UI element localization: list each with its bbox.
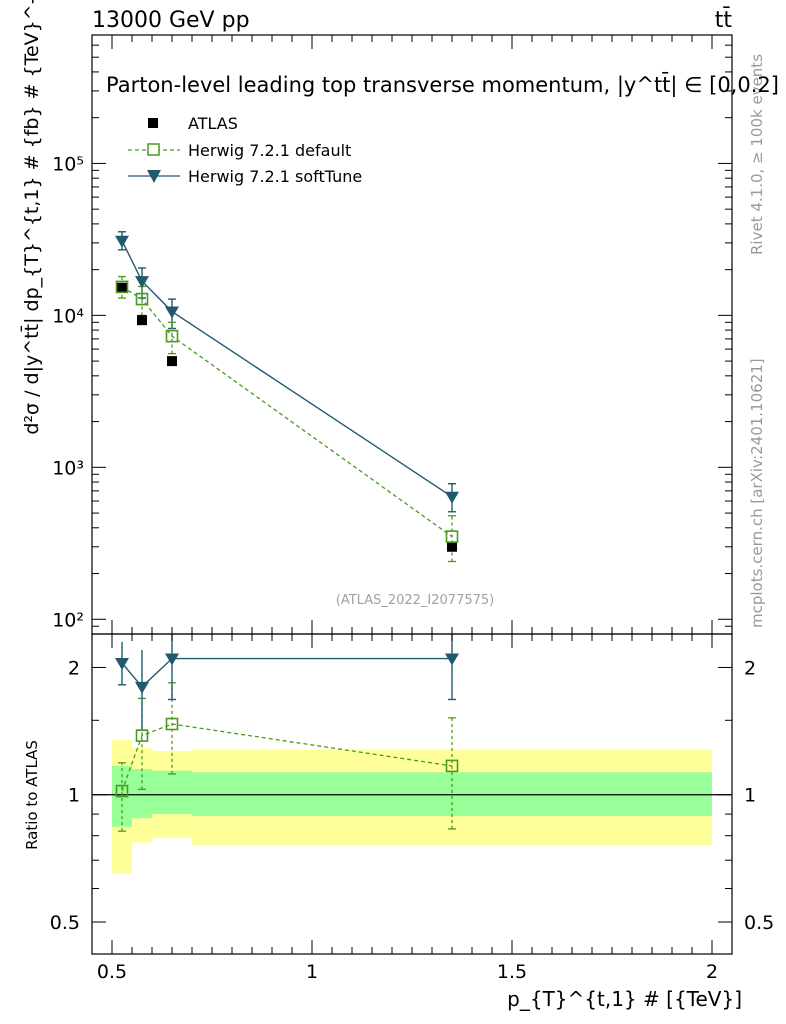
- y-tick-label: 10³: [52, 457, 84, 479]
- ratio-y-tick-label-left: 0.5: [50, 912, 80, 934]
- legend-marker-softtune: [147, 170, 161, 183]
- atlas-data-point: [137, 315, 147, 326]
- header-energy-label: 13000 GeV pp: [92, 8, 250, 33]
- y-tick-label: 10²: [52, 609, 84, 631]
- softtune-marker: [115, 235, 129, 248]
- ratio-y-tick-label-left: 1: [68, 785, 80, 807]
- ratio-default-marker: [115, 784, 129, 798]
- x-axis-label: p_{T}^{t,1} # [{TeV}]: [507, 987, 742, 1011]
- ratio-softtune-marker: [115, 657, 129, 670]
- ratio-softtune-marker: [165, 653, 179, 666]
- x-tick-label: 2: [706, 961, 718, 983]
- softtune-line: [121, 240, 453, 498]
- ratio-y-tick-label-right: 2: [744, 657, 756, 679]
- ratio-softtune-marker: [135, 681, 149, 694]
- legend-label-atlas: ATLAS: [188, 114, 238, 133]
- atlas-data-point: [117, 282, 127, 293]
- ratio-y-tick-label-left: 2: [68, 657, 80, 679]
- ratio-default-line: [121, 723, 453, 792]
- legend: ATLAS Herwig 7.2.1 default Herwig 7.2.1 …: [128, 114, 362, 186]
- softtune-marker: [135, 276, 149, 289]
- x-tick-label: 0.5: [97, 961, 127, 983]
- softtune-marker: [165, 306, 179, 319]
- ratio-y-tick-label-right: 0.5: [744, 912, 774, 934]
- x-tick-label: 1: [306, 961, 318, 983]
- default-marker: [115, 280, 129, 294]
- default-marker: [165, 329, 179, 343]
- ratio-y-axis-label: Ratio to ATLAS: [23, 740, 41, 850]
- ratio-default-marker: [135, 729, 149, 742]
- main-panel: 10² 10³ 10⁴ 10⁵ Parton-level leading top tr…: [19, 0, 779, 635]
- ratio-softtune-marker: [445, 653, 459, 666]
- main-plot-title: Parton-level leading top transverse mome…: [106, 72, 779, 98]
- legend-marker-default: [147, 143, 160, 156]
- softtune-marker: [445, 491, 459, 504]
- y-tick-label: 10⁴: [52, 305, 84, 327]
- ratio-y-tick-label-right: 1: [744, 785, 756, 807]
- ratio-band-inner: [132, 769, 152, 819]
- legend-label-softtune: Herwig 7.2.1 softTune: [188, 167, 362, 186]
- ratio-default-marker: [445, 759, 459, 773]
- ratio-band-inner: [152, 770, 192, 815]
- header-process-label: tt̄: [715, 7, 733, 33]
- legend-label-default: Herwig 7.2.1 default: [188, 141, 351, 160]
- legend-marker-atlas: [148, 118, 158, 128]
- y-tick-label: 10⁵: [52, 153, 84, 175]
- atlas-data-point: [167, 356, 177, 367]
- default-marker: [135, 292, 149, 306]
- watermark-analysis-id: (ATLAS_2022_I2077575): [336, 593, 494, 608]
- main-y-axis-label: d²σ / d|y^tt̄| dp_{T}^{t,1} # {fb} # {Te…: [19, 0, 43, 435]
- ratio-panel: 0.5 0.5 1 1 2 2 0.5 1 1.5 2 Ratio to ATLAS p_{T}…: [23, 633, 774, 1011]
- x-tick-label: 1.5: [497, 961, 527, 983]
- mcplots-label: mcplots.cern.ch [arXiv:2401.10621]: [748, 358, 766, 628]
- rivet-version-label: Rivet 4.1.0, ≥ 100k events: [748, 54, 766, 255]
- ratio-softtune-line: [121, 657, 452, 688]
- default-marker: [445, 530, 459, 543]
- ratio-default-marker: [165, 717, 179, 731]
- atlas-data-point: [447, 541, 457, 552]
